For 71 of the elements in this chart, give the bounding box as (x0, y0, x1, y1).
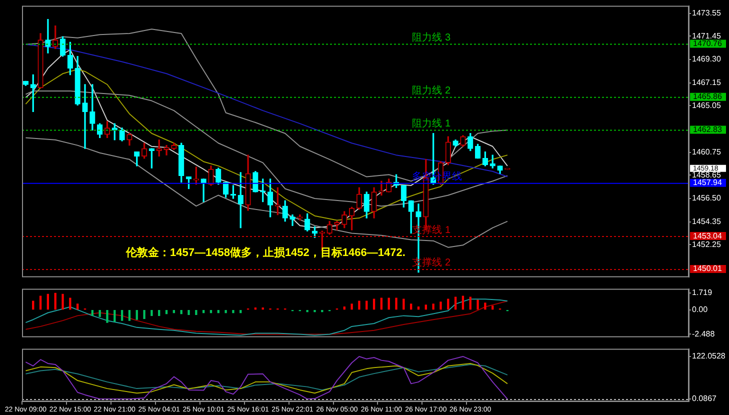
y-tick-label: 1454.35 (692, 217, 722, 226)
annotation: 伦敦金：1457—1458做多，止损1452，目标1466—1472. (125, 246, 406, 260)
bar (46, 294, 50, 310)
bar (447, 298, 450, 310)
bar (106, 310, 108, 323)
y-tick-label: 122.0528 (692, 352, 726, 361)
candlestick (200, 178, 206, 202)
text: 1453.04 (693, 231, 722, 240)
y-tick-label: 1.719 (692, 288, 713, 298)
bar (314, 310, 316, 312)
bar (165, 310, 168, 314)
bar (476, 300, 479, 310)
bar (366, 300, 368, 310)
bar (224, 310, 227, 314)
bar (32, 300, 34, 310)
bar (372, 298, 376, 310)
y-tick-label: -2.488 (692, 329, 716, 338)
bar (195, 310, 198, 316)
bar (54, 292, 56, 310)
bar (440, 302, 442, 310)
bar (469, 296, 472, 310)
bar (395, 298, 398, 310)
bar (484, 302, 486, 310)
text: 1450.01 (693, 264, 722, 274)
bar (150, 310, 153, 316)
text: 1462.83 (693, 124, 722, 134)
y-tick-label: 1471.45 (692, 31, 722, 40)
bar (98, 310, 101, 317)
bar (454, 296, 457, 310)
bar (350, 304, 353, 310)
ref-line-label: 阻力线 3 (412, 31, 451, 44)
y-tick-label: 0.00 (692, 305, 708, 314)
bar (128, 310, 131, 321)
text: 1465.86 (693, 92, 722, 102)
y-tick-label: 1473.55 (692, 8, 722, 18)
text: 1470.76 (693, 38, 722, 48)
bar (158, 310, 160, 316)
bar (432, 304, 434, 310)
bar (410, 304, 412, 310)
bar (358, 300, 360, 310)
bar (462, 296, 464, 310)
ref-line-label: 阻力线 2 (412, 84, 451, 97)
bar (402, 298, 405, 310)
bar (62, 294, 64, 310)
bar (188, 310, 190, 316)
bar (136, 310, 138, 320)
bar (143, 310, 146, 319)
bar (69, 298, 72, 310)
y-tick-label: 1460.75 (692, 148, 722, 157)
y-tick-label: 1456.50 (692, 194, 722, 203)
bar (232, 310, 234, 314)
y-tick-label: 1467.15 (692, 78, 722, 88)
y-tick-label: 1452.25 (692, 240, 722, 249)
y-tick-label: 0.0867 (692, 394, 718, 404)
bar (424, 304, 427, 310)
bar (492, 306, 494, 310)
bar (306, 310, 308, 312)
bar (91, 310, 94, 316)
bar (114, 310, 116, 322)
candlestick (378, 180, 384, 196)
bar (39, 296, 42, 310)
bar (180, 310, 182, 314)
y-tick-label: 1465.05 (692, 100, 722, 110)
bar (120, 310, 124, 321)
ref-line-label: 阻力线 1 (412, 118, 451, 130)
bar (76, 304, 79, 310)
candlestick (45, 19, 51, 54)
text: 1457.94 (693, 178, 722, 188)
y-tick-label: 1458.65 (692, 170, 722, 180)
y-tick-label: 1469.30 (692, 54, 722, 64)
candlestick (82, 84, 88, 149)
